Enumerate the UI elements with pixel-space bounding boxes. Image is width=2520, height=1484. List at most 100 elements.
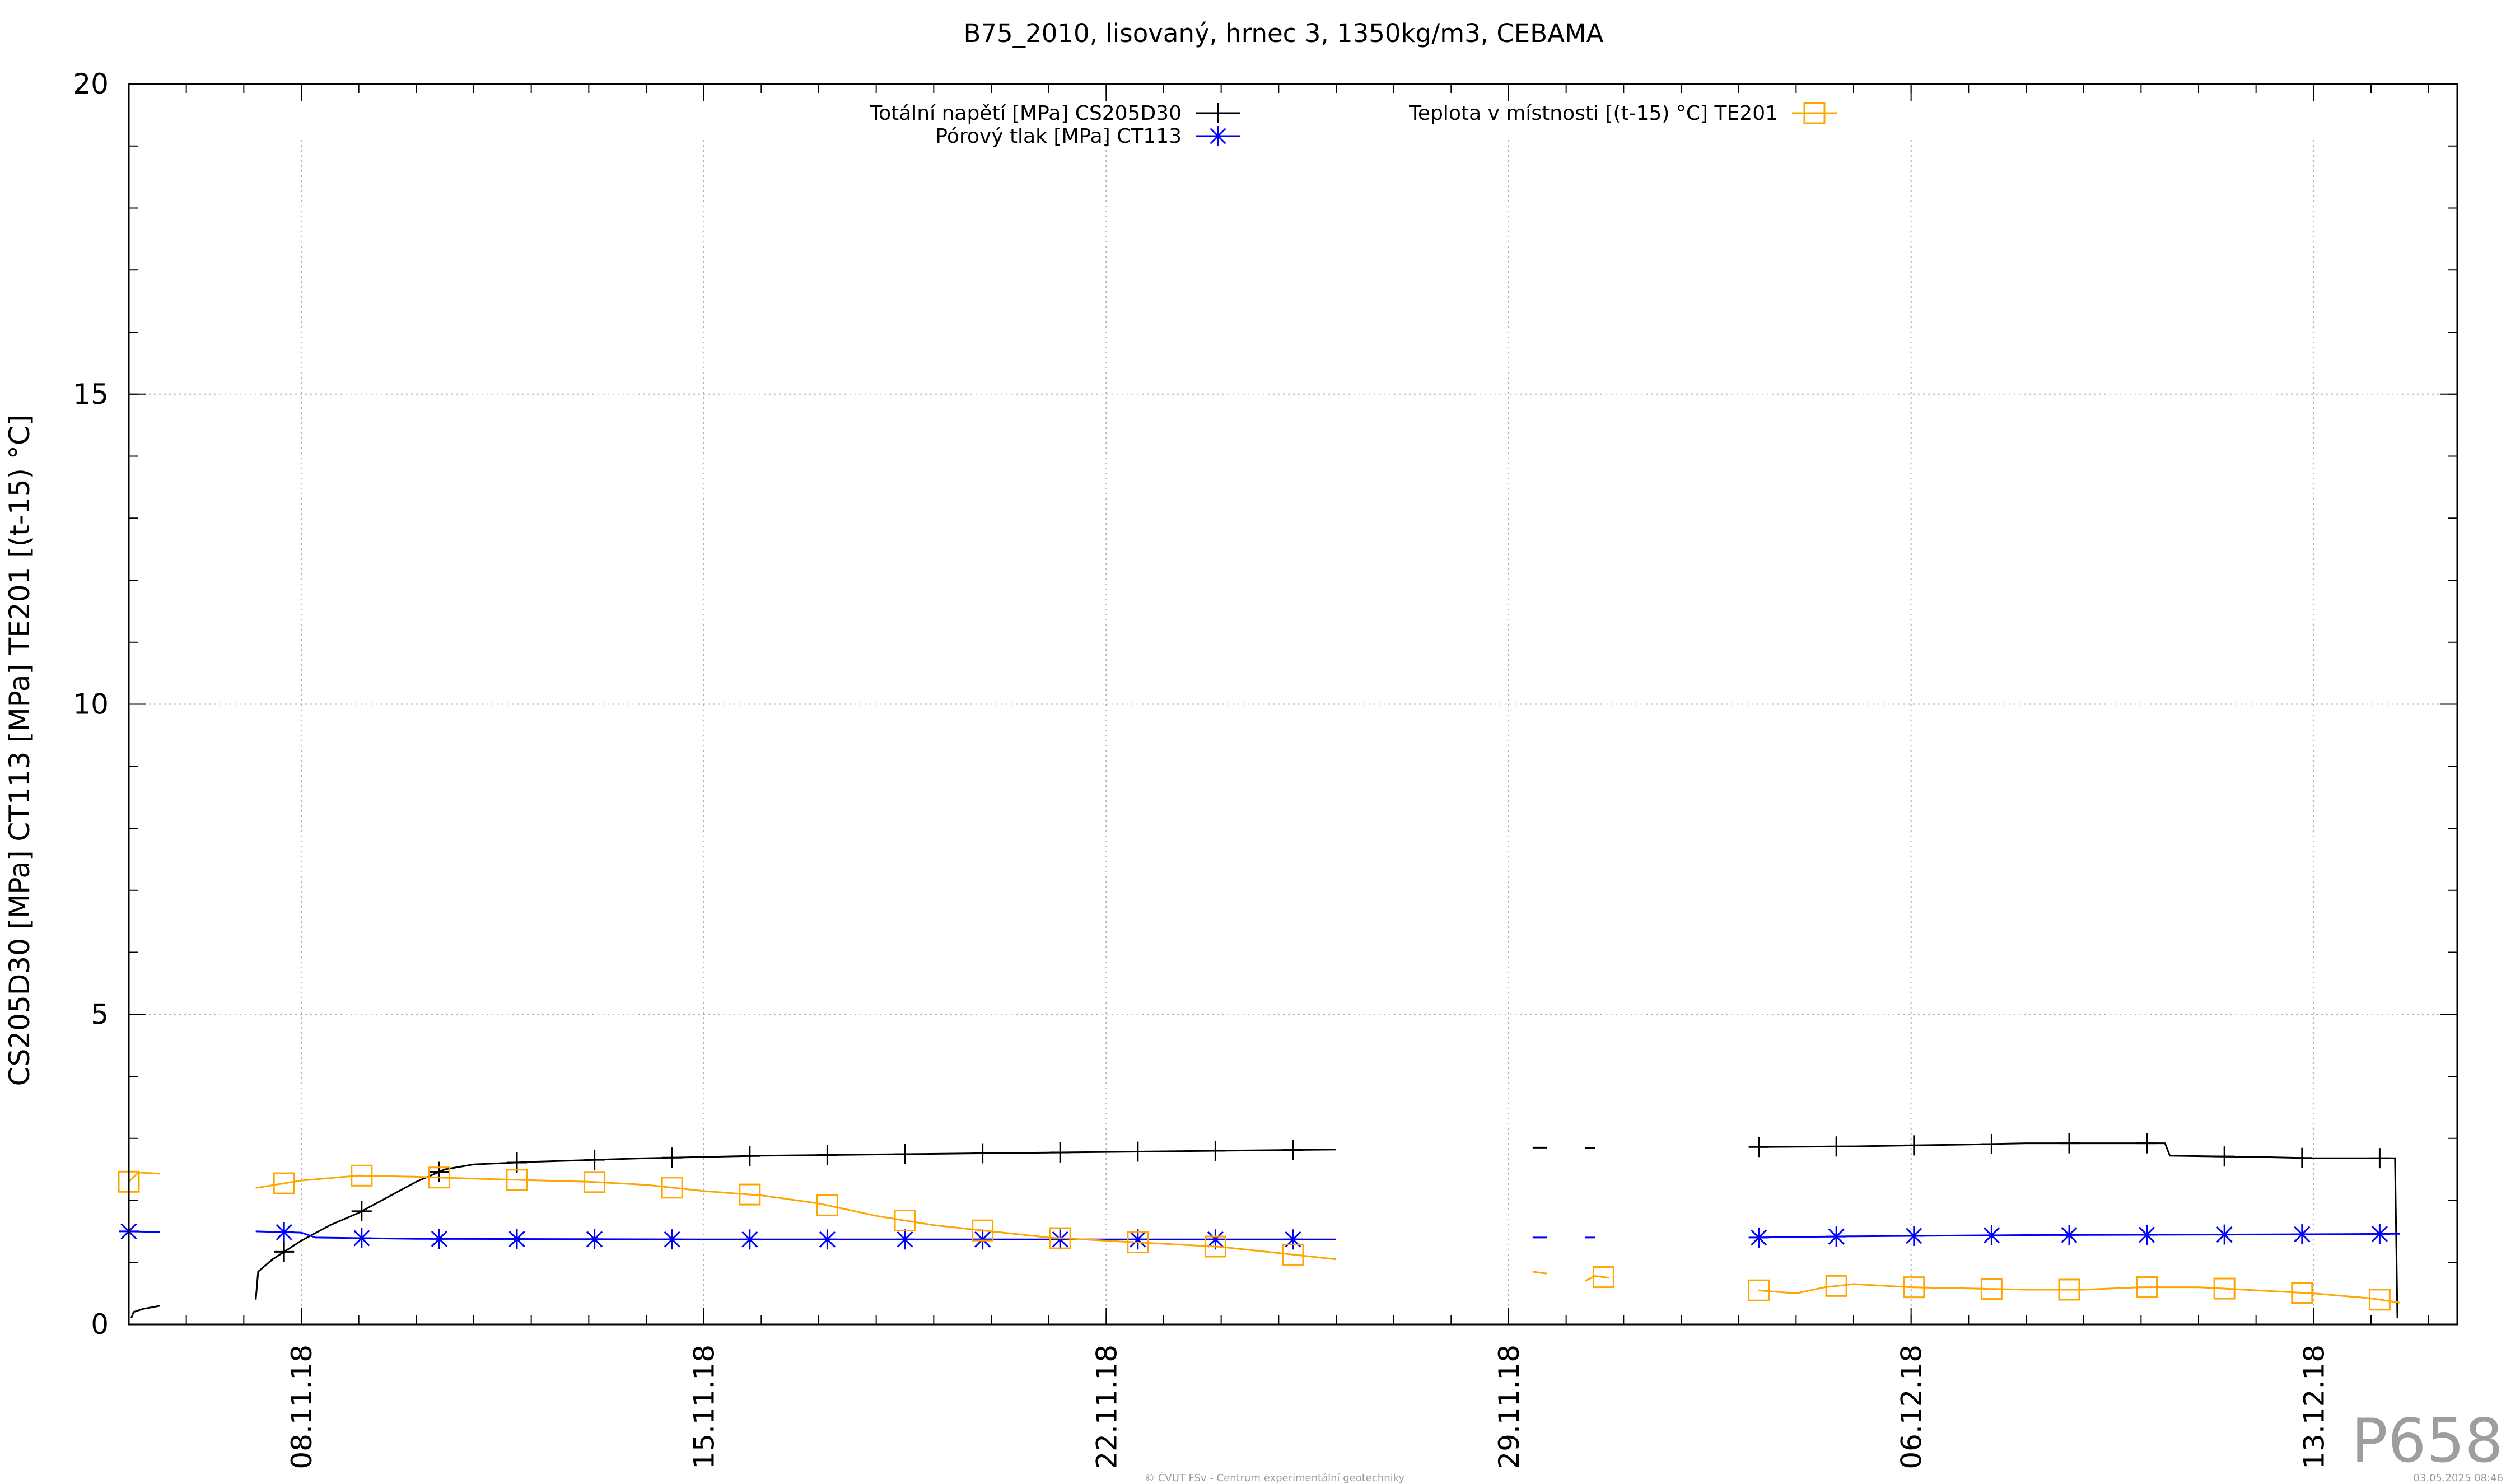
series-marker: [1049, 1227, 1071, 1249]
series-marker: [1127, 1231, 1149, 1254]
y-axis-label: CS205D30 [MPa] CT113 [MPa] TE201 [(t-15)…: [3, 415, 36, 1086]
series-marker: [507, 1229, 527, 1249]
series-marker: [2214, 1146, 2235, 1167]
series-marker: [894, 1209, 916, 1231]
series-marker: [2291, 1282, 2313, 1304]
series-marker: [2292, 1224, 2312, 1245]
y-tick-label: 0: [91, 1308, 109, 1341]
series-line: [130, 1305, 160, 1319]
series-marker: [1903, 1276, 1925, 1299]
series-marker: [274, 1242, 295, 1262]
series-marker: [2369, 1224, 2390, 1244]
y-ticks: 0 5 10 15 20: [73, 68, 2457, 1341]
series-marker: [1283, 1140, 1303, 1160]
series-marker: [1748, 1279, 1770, 1301]
grid-lines: [129, 140, 2457, 1324]
series-marker: [1208, 103, 1228, 123]
series-marker: [273, 1172, 295, 1194]
series-marker: [1283, 1229, 1303, 1250]
series-line: [255, 1149, 1337, 1300]
series-marker: [1981, 1225, 2002, 1245]
series-marker: [817, 1229, 838, 1250]
series-marker: [1903, 1135, 1924, 1156]
series-marker: [2214, 1224, 2235, 1245]
series-marker: [1205, 1229, 1226, 1250]
series-marker: [584, 1171, 606, 1193]
series-marker: [895, 1229, 915, 1250]
legend-label: Totální napětí [MPa] CS205D30: [869, 102, 1182, 125]
series-marker: [2136, 1133, 2157, 1154]
series-marker: [2059, 1225, 2079, 1245]
series-marker: [739, 1146, 760, 1166]
series-marker: [1592, 1266, 1614, 1289]
series-marker: [351, 1228, 372, 1248]
series-marker: [2213, 1277, 2236, 1300]
footer-timestamp: 03.05.2025 08:46: [2413, 1472, 2503, 1484]
series-marker: [2059, 1133, 2079, 1154]
series-marker: [429, 1229, 450, 1249]
series-marker: [1748, 1137, 1769, 1158]
series-marker: [1204, 1235, 1226, 1258]
series-marker: [1050, 1229, 1071, 1250]
series-marker: [351, 1164, 373, 1187]
series-marker: [428, 1166, 450, 1189]
series-group: [119, 1221, 2400, 1250]
series-marker: [506, 1169, 528, 1191]
x-tick-label: 06.12.18: [1896, 1345, 1928, 1469]
x-tick-label: 29.11.18: [1493, 1345, 1525, 1469]
series-marker: [972, 1219, 994, 1242]
y-tick-label: 15: [73, 378, 109, 410]
series-marker: [662, 1147, 683, 1168]
series-marker: [351, 1201, 372, 1221]
series-marker: [1981, 1133, 2002, 1154]
y-tick-label: 10: [73, 688, 109, 721]
series-marker: [2058, 1278, 2080, 1301]
x-tick-label: 13.12.18: [2298, 1345, 2330, 1469]
legend-label: Teplota v místnosti [(t-15) °C] TE201: [1408, 102, 1778, 125]
series-marker: [2292, 1147, 2312, 1168]
series-line: [1757, 1142, 2398, 1318]
series-group: [130, 1133, 2398, 1319]
series-marker: [1127, 1141, 1148, 1162]
series-marker: [584, 1229, 605, 1249]
x-ticks: 08.11.18 15.11.18 22.11.18 29.11.18 06.12.18…: [128, 84, 2429, 1469]
series-line: [1585, 1146, 1595, 1149]
legend-label: Pórový tlak [MPa] CT113: [935, 125, 1182, 148]
x-tick-label: 15.11.18: [688, 1345, 721, 1469]
series-line: [255, 1174, 1337, 1261]
series-marker: [1748, 1227, 1769, 1248]
series-marker: [1282, 1243, 1304, 1266]
series-marker: [1980, 1278, 2003, 1300]
series-marker: [739, 1229, 760, 1250]
series-marker: [662, 1229, 683, 1250]
series-marker: [1050, 1142, 1071, 1163]
series-marker: [739, 1183, 761, 1206]
chart-title: B75_2010, lisovaný, hrnec 3, 1350kg/m3, …: [964, 18, 1604, 48]
series-group: [118, 1164, 2400, 1311]
footer-credit: © ČVUT FSv - Centrum experimentální geot…: [1145, 1472, 1404, 1484]
series-line: [255, 1230, 1336, 1240]
series-marker: [972, 1143, 993, 1164]
series-lines: [118, 1133, 2400, 1319]
series-line: [128, 1172, 160, 1183]
plot-frame: [128, 83, 2458, 1326]
series-marker: [1208, 126, 1228, 146]
series-marker: [2136, 1224, 2157, 1245]
series-marker: [2368, 1289, 2391, 1311]
series-marker: [1826, 1136, 1847, 1157]
x-tick-label: 08.11.18: [286, 1345, 318, 1469]
series-marker: [2136, 1276, 2158, 1299]
series-marker: [1903, 1225, 1924, 1246]
series-marker: [1803, 102, 1826, 124]
series-marker: [817, 1145, 838, 1165]
series-marker: [429, 1161, 450, 1182]
series-marker: [895, 1144, 915, 1164]
series-marker: [1825, 1275, 1847, 1297]
series-marker: [816, 1194, 838, 1216]
x-tick-label: 22.11.18: [1090, 1345, 1123, 1469]
series-marker: [1826, 1226, 1847, 1247]
watermark-label: P658: [2351, 1406, 2503, 1476]
series-line: [1585, 1275, 1609, 1282]
